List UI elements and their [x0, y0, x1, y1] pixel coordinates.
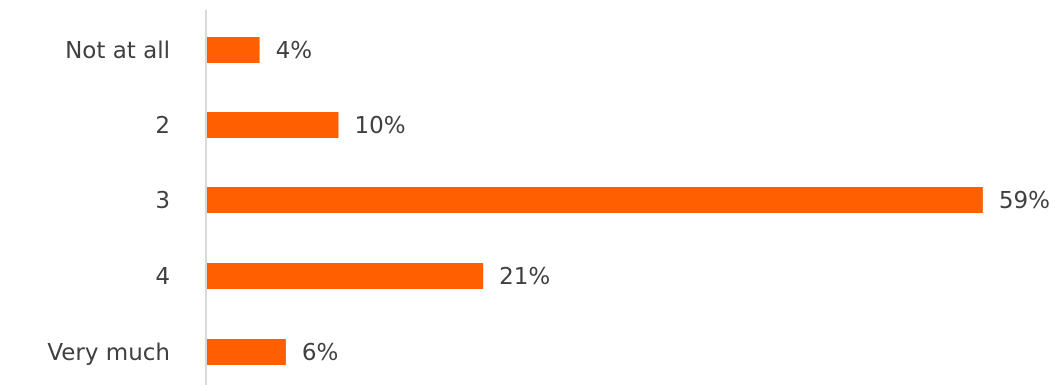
value-label-2: 59% [999, 188, 1050, 214]
category-labels-group: Not at all 2 3 4 Very much [47, 38, 170, 366]
bar-0 [207, 37, 260, 63]
bars-group [207, 37, 983, 365]
value-label-3: 21% [499, 264, 550, 290]
category-label-2: 3 [155, 188, 170, 214]
category-label-4: Very much [47, 340, 170, 366]
value-labels-group: 4% 10% 59% 21% 6% [276, 38, 1050, 366]
bar-1 [207, 112, 339, 138]
bar-3 [207, 263, 484, 289]
category-label-0: Not at all [65, 38, 170, 64]
category-label-1: 2 [155, 113, 170, 139]
category-label-3: 4 [155, 264, 170, 290]
bar-2 [207, 187, 983, 213]
value-label-4: 6% [302, 340, 339, 366]
value-label-1: 10% [355, 113, 406, 139]
value-label-0: 4% [276, 38, 313, 64]
bar-4 [207, 339, 286, 365]
